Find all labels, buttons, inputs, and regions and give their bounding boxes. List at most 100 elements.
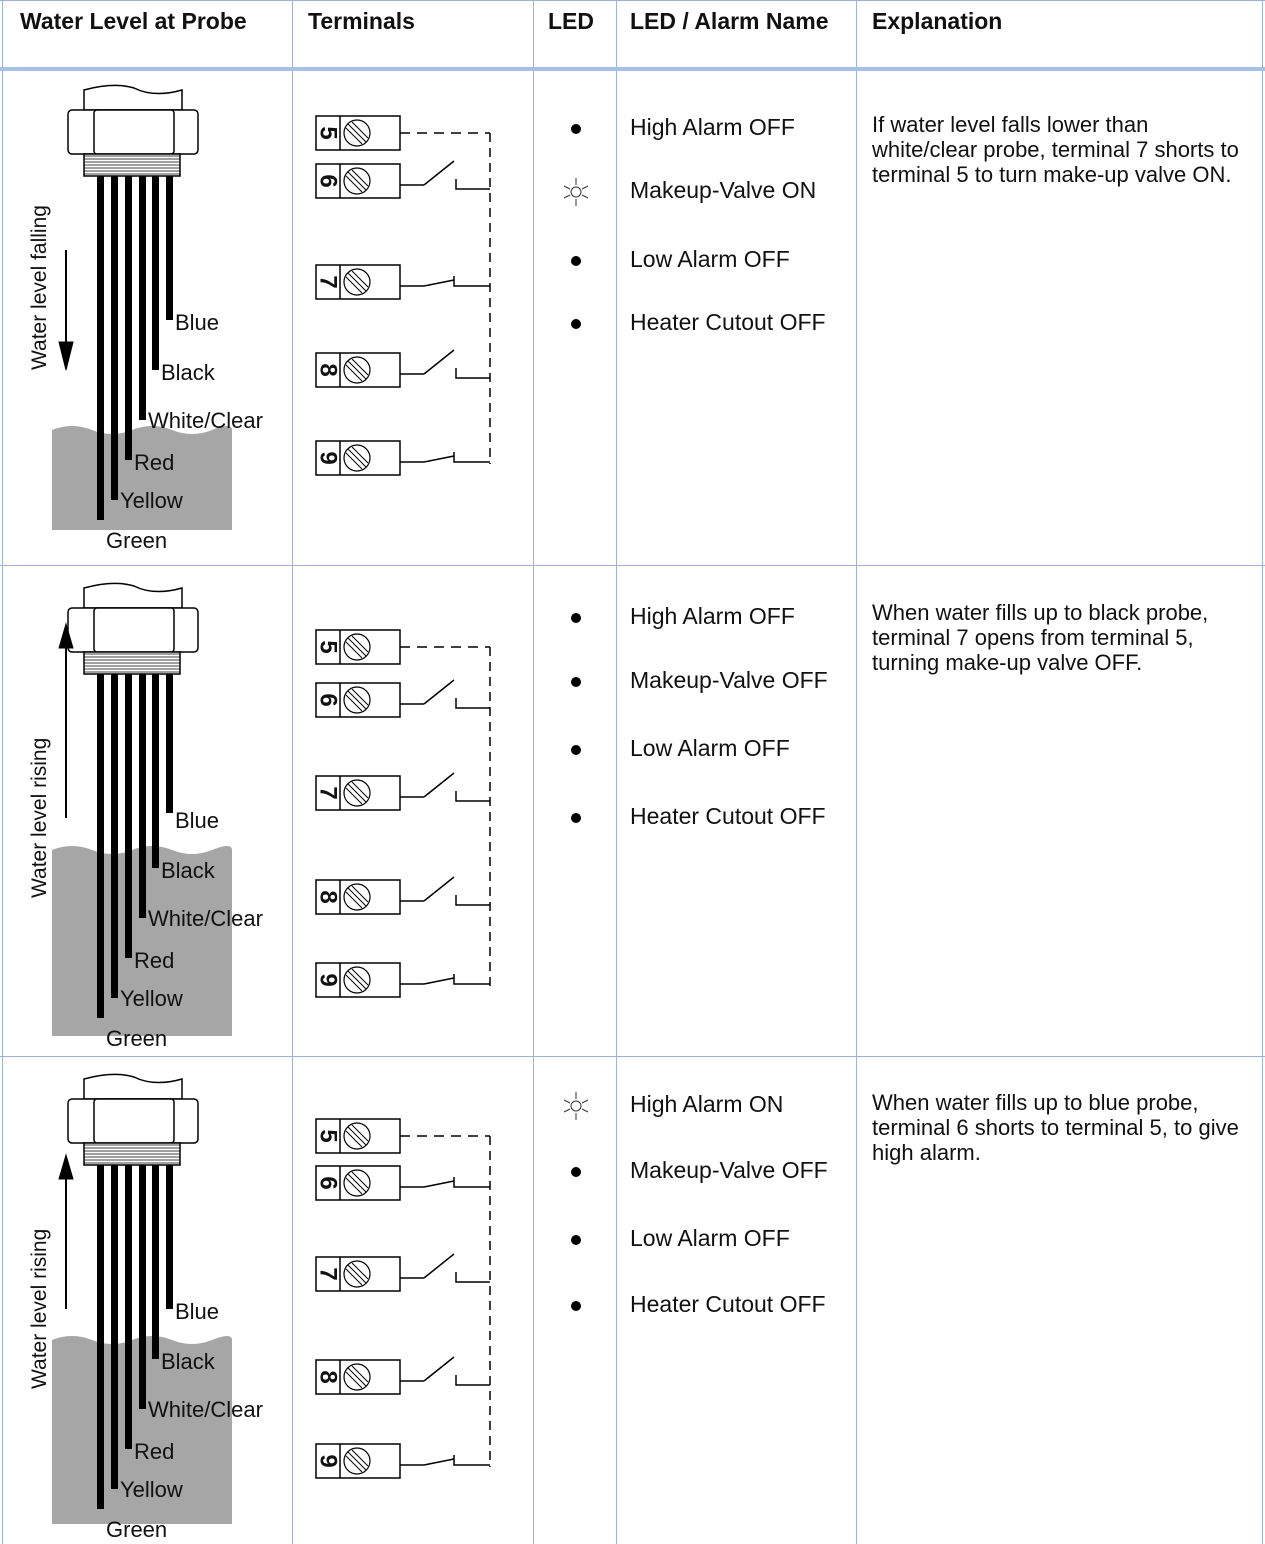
- column-divider: [856, 0, 857, 1544]
- header-explanation: Explanation: [872, 8, 1003, 34]
- probe-rod: [97, 176, 104, 520]
- probe-rod: [152, 1165, 159, 1359]
- probe-label: White/Clear: [148, 408, 263, 433]
- terminal-6: 6: [315, 160, 490, 199]
- probe-label: Blue: [175, 808, 219, 833]
- column-divider: [533, 0, 534, 1544]
- led-on-icon: [563, 178, 589, 206]
- water-level-direction-label: Water level rising: [28, 738, 51, 898]
- svg-text:9: 9: [315, 973, 342, 986]
- switch-contact: [400, 772, 490, 802]
- terminal-8: 8: [315, 1356, 490, 1395]
- probe-label: Red: [134, 1439, 174, 1464]
- svg-text:6: 6: [315, 1176, 342, 1189]
- svg-text:5: 5: [315, 1129, 342, 1142]
- led-alarm-name: High Alarm OFF: [630, 114, 795, 140]
- probe-label: Yellow: [120, 1477, 183, 1502]
- row-divider: [0, 565, 1265, 566]
- screw-icon: [343, 444, 371, 472]
- table-border-right: [1262, 0, 1263, 1544]
- screw-icon: [343, 883, 371, 911]
- led-alarm-name: Makeup-Valve OFF: [630, 667, 828, 693]
- terminal-block-diagram: 5 6 7 8 9: [315, 629, 491, 998]
- led-alarm-name: Heater Cutout OFF: [630, 1291, 826, 1317]
- terminal-9: 9: [315, 440, 490, 476]
- probe-rod: [125, 176, 132, 460]
- screw-icon: [343, 1447, 371, 1475]
- svg-text:5: 5: [315, 640, 342, 653]
- terminal-block-diagram: 5 6 7 8 9: [315, 115, 491, 476]
- probe-diagram: Blue Black White/Clear Red Yellow Green Water …: [28, 582, 263, 1051]
- header-water-level: Water Level at Probe: [20, 8, 247, 34]
- switch-contact: [400, 160, 490, 190]
- svg-text:9: 9: [315, 1454, 342, 1467]
- switch-contact: [400, 876, 490, 906]
- svg-text:6: 6: [315, 693, 342, 706]
- terminal-7: 7: [315, 1253, 490, 1292]
- terminal-7: 7: [315, 772, 490, 811]
- switch-contact: [400, 1356, 490, 1386]
- terminal-5: 5: [315, 115, 490, 151]
- led-off-icon: [571, 745, 581, 755]
- probe-rod: [139, 674, 146, 918]
- water-level-direction-label: Water level falling: [28, 205, 51, 370]
- probe-diagram: Blue Black White/Clear Red Yellow Green Water …: [28, 84, 263, 553]
- svg-text:7: 7: [315, 1267, 342, 1280]
- screw-icon: [343, 686, 371, 714]
- screw-icon: [343, 119, 371, 147]
- led-alarm-name: Low Alarm OFF: [630, 246, 790, 272]
- led-off-icon: [571, 256, 581, 266]
- probe-rod: [111, 176, 118, 500]
- probe-fitting: [67, 582, 199, 675]
- probe-label: Black: [161, 1349, 216, 1374]
- probe-rod: [111, 1165, 118, 1489]
- probe-rod: [125, 1165, 132, 1449]
- svg-text:5: 5: [315, 126, 342, 139]
- probe-label: White/Clear: [148, 1397, 263, 1422]
- svg-text:8: 8: [315, 890, 342, 903]
- terminal-9: 9: [315, 1443, 490, 1479]
- explanation-text: When water fills up to black probe, term…: [872, 600, 1209, 675]
- svg-text:7: 7: [315, 275, 342, 288]
- terminal-5: 5: [315, 1118, 490, 1154]
- arrow-up-icon: [58, 622, 74, 818]
- header-led-alarm-name: LED / Alarm Name: [630, 8, 829, 34]
- screw-icon: [343, 167, 371, 195]
- screw-icon: [343, 1169, 371, 1197]
- table-border-top: [0, 0, 1265, 1]
- header-led: LED: [548, 8, 594, 34]
- probe-rod: [139, 176, 146, 420]
- led-on-icon: [563, 1092, 589, 1120]
- probe-rod: [152, 176, 159, 370]
- led-off-icon: [571, 613, 581, 623]
- probe-fitting: [67, 1073, 199, 1166]
- terminal-6: 6: [315, 679, 490, 718]
- water-body: [52, 426, 232, 530]
- water-level-direction-label: Water level rising: [28, 1229, 51, 1389]
- terminal-5: 5: [315, 629, 490, 665]
- switch-contact: [400, 679, 490, 709]
- led-off-icon: [571, 1301, 581, 1311]
- led-off-icon: [571, 319, 581, 329]
- switch-contact: [400, 974, 490, 985]
- column-divider: [292, 0, 293, 1544]
- probe-label: White/Clear: [148, 906, 263, 931]
- probe-label: Green: [106, 1026, 167, 1051]
- probe-rod: [97, 1165, 104, 1509]
- terminal-block-diagram: 5 6 7 8 9: [315, 1118, 491, 1479]
- probe-label: Black: [161, 858, 216, 883]
- probe-label: Blue: [175, 1299, 219, 1324]
- led-off-icon: [571, 813, 581, 823]
- switch-contact: [400, 452, 490, 463]
- terminal-6: 6: [315, 1165, 490, 1201]
- probe-rod: [97, 674, 104, 1018]
- probe-label: Blue: [175, 310, 219, 335]
- screw-icon: [343, 1363, 371, 1391]
- probe-rod: [166, 176, 173, 320]
- led-off-icon: [571, 1235, 581, 1245]
- table-border-left: [2, 0, 3, 1544]
- svg-text:8: 8: [315, 363, 342, 376]
- probe-rod: [125, 674, 132, 958]
- screw-icon: [343, 779, 371, 807]
- switch-contact: [400, 276, 490, 287]
